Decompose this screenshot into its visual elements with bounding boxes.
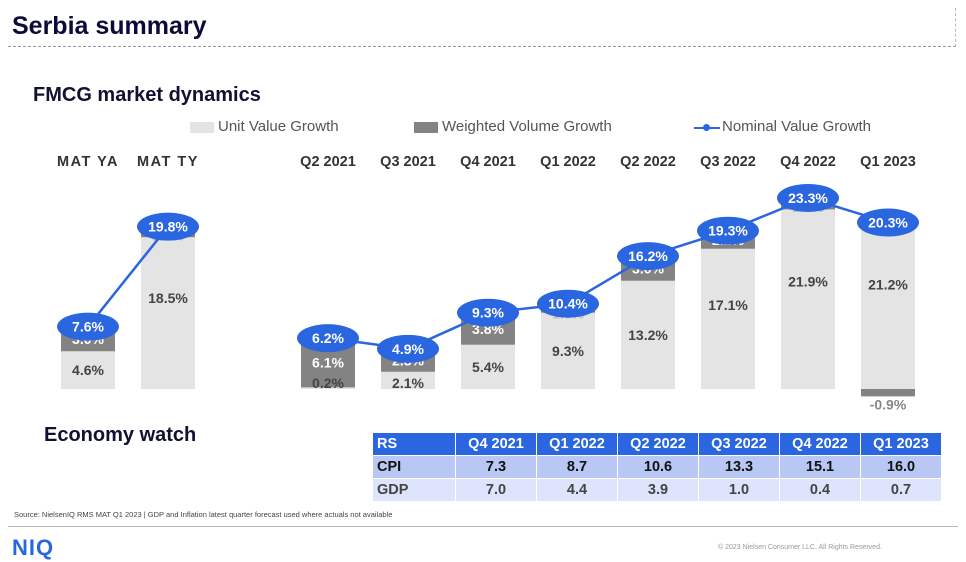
footer-divider	[8, 526, 958, 527]
economy-header-row: RS Q4 2021 Q1 2022 Q2 2022 Q3 2022 Q4 20…	[372, 432, 942, 456]
legend-volume-label: Weighted Volume Growth	[442, 118, 612, 135]
economy-header-cell: Q1 2022	[536, 432, 618, 456]
legend-nominal-label: Nominal Value Growth	[722, 118, 871, 135]
nominal-bubble	[777, 183, 839, 212]
bar-label-unit: 0.2%	[312, 375, 344, 391]
bar-label-unit: 4.6%	[72, 362, 104, 378]
nominal-label: 20.3%	[868, 215, 908, 231]
nominal-bubble	[857, 208, 919, 237]
bar-unit	[541, 312, 595, 389]
category-label: Q2 2021	[300, 154, 356, 170]
economy-title: Economy watch	[44, 424, 197, 446]
bar-unit	[141, 237, 195, 389]
economy-cell: 10.6	[617, 455, 699, 479]
nominal-label: 16.2%	[628, 248, 668, 264]
legend-unit-swatch	[190, 121, 214, 133]
nominal-label: 6.2%	[312, 330, 344, 346]
legend-volume-swatch	[414, 121, 438, 133]
category-label: Q4 2021	[460, 154, 516, 170]
nominal-bubble	[377, 334, 439, 363]
bar-unit	[61, 351, 115, 389]
fmcg-chart: MAT YA MAT TY Q2 2021 Q3 2021 Q4 2021 Q1 2022…	[57, 154, 919, 412]
economy-header-cell: Q3 2022	[698, 432, 780, 456]
bar-volume	[861, 389, 915, 397]
bar-unit	[621, 280, 675, 389]
economy-cell: 8.7	[536, 455, 618, 479]
bar-unit	[461, 344, 515, 389]
title-box: Serbia summary	[8, 8, 956, 47]
category-label: Q1 2023	[860, 154, 916, 170]
category-label: Q1 2022	[540, 154, 596, 170]
economy-cell: 3.9	[617, 478, 699, 502]
bar-unit	[701, 248, 755, 389]
economy-row-label: CPI	[372, 455, 456, 479]
legend-nominal: Nominal Value Growth	[694, 118, 871, 135]
nominal-bubble	[617, 242, 679, 271]
economy-cell: 13.3	[698, 455, 780, 479]
economy-header-cell: Q2 2022	[617, 432, 699, 456]
legend-volume: Weighted Volume Growth	[414, 118, 612, 135]
bar-label-volume: 6.1%	[312, 354, 344, 370]
category-label: MAT TY	[137, 154, 199, 170]
bar-label-unit: 13.2%	[628, 327, 668, 343]
page-title: Serbia summary	[12, 12, 207, 40]
nominal-label: 19.3%	[708, 223, 748, 239]
economy-row-label: GDP	[372, 478, 456, 502]
economy-cell: 0.7	[860, 478, 942, 502]
category-label: Q3 2022	[700, 154, 756, 170]
nominal-label: 10.4%	[548, 296, 588, 312]
source-note: Source: NielsenIQ RMS MAT Q1 2023 | GDP …	[14, 510, 393, 519]
economy-row-cpi: CPI 7.3 8.7 10.6 13.3 15.1 16.0	[372, 455, 942, 479]
bar-unit	[781, 209, 835, 389]
nominal-label: 7.6%	[72, 319, 104, 335]
bar-label-unit: 17.1%	[708, 297, 748, 313]
bar-label-unit: 21.2%	[868, 277, 908, 293]
economy-cell: 16.0	[860, 455, 942, 479]
nominal-label: 9.3%	[472, 305, 504, 321]
bar-label-unit: 5.4%	[472, 359, 504, 375]
economy-cell: 15.1	[779, 455, 861, 479]
nominal-bubble	[137, 212, 199, 241]
chart-subtitle: FMCG market dynamics	[33, 84, 261, 106]
bar-label-volume: -0.9%	[870, 396, 907, 412]
economy-cell: 7.0	[455, 478, 537, 502]
niq-logo: NIQ	[12, 535, 55, 560]
economy-header-cell: Q4 2021	[455, 432, 537, 456]
economy-cell: 4.4	[536, 478, 618, 502]
bar-label-unit: 2.1%	[392, 375, 424, 391]
economy-header-cell: Q4 2022	[779, 432, 861, 456]
nominal-bubble	[297, 324, 359, 353]
nominal-bubble	[697, 216, 759, 245]
nominal-bubble	[57, 312, 119, 341]
bar-unit	[381, 371, 435, 389]
nominal-label: 19.8%	[148, 219, 188, 235]
nominal-label: 23.3%	[788, 190, 828, 206]
category-label: Q2 2022	[620, 154, 676, 170]
category-label: Q3 2021	[380, 154, 436, 170]
bar-unit	[301, 387, 355, 389]
category-label: Q4 2022	[780, 154, 836, 170]
legend-nominal-marker	[694, 122, 720, 133]
economy-cell: 7.3	[455, 455, 537, 479]
economy-header-cell: RS	[372, 432, 456, 456]
economy-cell: 0.4	[779, 478, 861, 502]
economy-cell: 1.0	[698, 478, 780, 502]
bar-label-unit: 18.5%	[148, 290, 188, 306]
bar-label-unit: 21.9%	[788, 273, 828, 289]
copyright-note: © 2023 Nielsen Consumer LLC. All Rights …	[718, 544, 882, 551]
category-label: MAT YA	[57, 154, 119, 170]
legend-unit: Unit Value Growth	[190, 118, 339, 135]
nominal-bubble	[537, 289, 599, 318]
nominal-label: 4.9%	[392, 341, 424, 357]
bar-unit	[861, 215, 915, 389]
nominal-bubble	[457, 298, 519, 327]
economy-row-gdp: GDP 7.0 4.4 3.9 1.0 0.4 0.7	[372, 478, 942, 502]
nominal-line	[87, 225, 169, 328]
legend-unit-label: Unit Value Growth	[218, 118, 339, 135]
economy-table: RS Q4 2021 Q1 2022 Q2 2022 Q3 2022 Q4 20…	[372, 432, 942, 502]
bar-label-unit: 9.3%	[552, 343, 584, 359]
economy-header-cell: Q1 2023	[860, 432, 942, 456]
